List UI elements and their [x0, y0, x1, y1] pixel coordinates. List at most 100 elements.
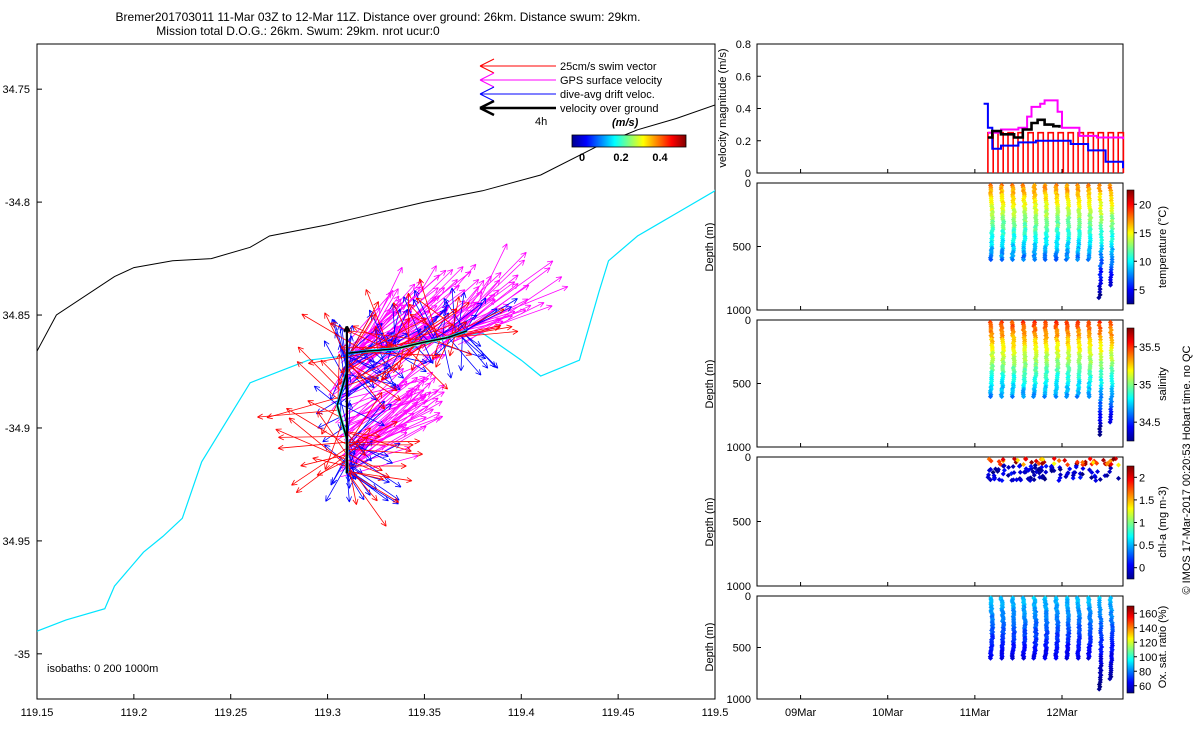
time-tick-label: 09Mar [785, 707, 817, 719]
data-marker [1001, 463, 1007, 469]
gps-vector [361, 266, 403, 352]
footer-note: © IMOS 17-Mar-2017 00:20:53 Hobart time.… [1181, 345, 1193, 594]
swim-vector [405, 339, 438, 356]
title-line-2: Mission total D.O.G.: 26km. Swum: 29km. … [156, 24, 440, 38]
swim-vector [296, 361, 340, 401]
drift-vector [313, 385, 338, 406]
swim-vector [351, 313, 376, 354]
colorbar-tick-label: 80 [1139, 666, 1151, 678]
data-marker [1010, 257, 1016, 263]
swim-vector [266, 396, 340, 420]
data-marker [1079, 471, 1085, 477]
colorbar-tick-label: 100 [1139, 652, 1157, 664]
isobath-0m [37, 104, 715, 352]
track-ground-line [346, 350, 367, 355]
time-tick-label: 12Mar [1046, 707, 1078, 719]
drift-vector [317, 416, 341, 429]
data-marker [1065, 462, 1071, 468]
chla-ylabel: Depth (m) [704, 498, 716, 547]
swim-vector [324, 422, 343, 470]
swim-vector [404, 346, 448, 390]
swim-vector [320, 359, 344, 384]
swim-vector [397, 346, 404, 370]
data-marker [1070, 472, 1076, 478]
data-marker [986, 467, 992, 473]
data-marker [999, 394, 1005, 400]
data-marker [1095, 469, 1100, 475]
drift-vector [447, 337, 482, 376]
colorbar-tick-label: 35.5 [1139, 342, 1160, 354]
data-marker [985, 474, 991, 480]
time-tick-label: 10Mar [872, 707, 904, 719]
gps-vector [439, 298, 495, 337]
gps-vector [339, 286, 421, 358]
data-marker [1043, 463, 1049, 469]
drift-vector [337, 402, 385, 427]
data-marker [1108, 461, 1114, 467]
data-marker [1064, 471, 1070, 477]
data-marker [1070, 475, 1076, 481]
colorbar-tick-label: 0.5 [1139, 540, 1154, 552]
swim-vector [346, 471, 387, 527]
velocity-series-line [987, 118, 1061, 139]
data-marker [996, 477, 1002, 483]
data-marker [1049, 468, 1055, 474]
data-marker [1028, 463, 1034, 469]
swim-vector [346, 364, 402, 401]
chla-dots [985, 456, 1121, 484]
data-marker [1043, 469, 1049, 475]
velocity-lines [983, 99, 1125, 173]
drift-vector [372, 350, 405, 379]
data-marker [1089, 475, 1094, 481]
map-x-tick-label: 119.35 [408, 707, 441, 719]
salinity-colorbar-ticks: 35.5 35 34.5 [1134, 342, 1160, 429]
oxygen-y-ticks: 0 500 1000 [727, 591, 761, 706]
data-marker [1006, 464, 1012, 470]
data-marker [1097, 432, 1103, 438]
data-marker [1107, 469, 1113, 475]
colorbar-tick-label: 120 [1139, 637, 1157, 649]
temperature-panel: 0 500 1000 Depth (m) 20 15 10 5 temperature (… [704, 178, 1169, 317]
data-marker [1011, 456, 1017, 462]
swim-vector [346, 441, 414, 448]
map-x-ticks: 119.15 119.2 119.25 119.3 119.35 119.4 119.45 1… [21, 694, 729, 719]
swim-vector [312, 456, 347, 467]
data-marker [1023, 456, 1029, 462]
colorbar-tick-label: 34.5 [1139, 417, 1160, 429]
velocity-vectors [257, 243, 569, 527]
legend-gps-label: GPS surface velocity [560, 75, 663, 87]
data-marker [988, 257, 994, 263]
swim-vector [346, 470, 384, 482]
legend-drift-arrow [479, 86, 556, 102]
swim-vector [435, 336, 452, 368]
track-ground-line [395, 341, 425, 350]
velocity-y-tick-label: 0.8 [736, 39, 751, 51]
velocity-y-tick-label: 0.4 [736, 104, 751, 116]
swim-vector [278, 434, 347, 441]
data-marker [1080, 466, 1086, 472]
gps-vector [340, 417, 441, 472]
data-marker [993, 466, 998, 472]
data-marker [1057, 472, 1063, 478]
legend-drift-label: dive-avg drift veloc. [560, 89, 655, 101]
swim-vector [324, 312, 348, 358]
colorbar-tick-label: 1 [1139, 518, 1145, 530]
data-marker [1049, 463, 1055, 469]
drift-vector [462, 332, 499, 369]
data-marker [1116, 462, 1121, 468]
data-marker [987, 655, 994, 661]
drift-vector [346, 403, 392, 443]
gps-vector [354, 391, 445, 442]
data-marker [1021, 461, 1027, 467]
drift-vector [346, 356, 382, 374]
data-marker [1097, 476, 1103, 482]
data-marker [1094, 460, 1100, 466]
map-x-tick-label: 119.5 [702, 707, 729, 719]
drift-vector [389, 349, 427, 373]
data-marker [1040, 456, 1046, 462]
data-marker [987, 394, 994, 400]
oxygen-colorbar [1126, 605, 1135, 694]
data-marker [1009, 655, 1016, 661]
swim-vector [342, 367, 398, 388]
drift-vector [346, 362, 375, 389]
